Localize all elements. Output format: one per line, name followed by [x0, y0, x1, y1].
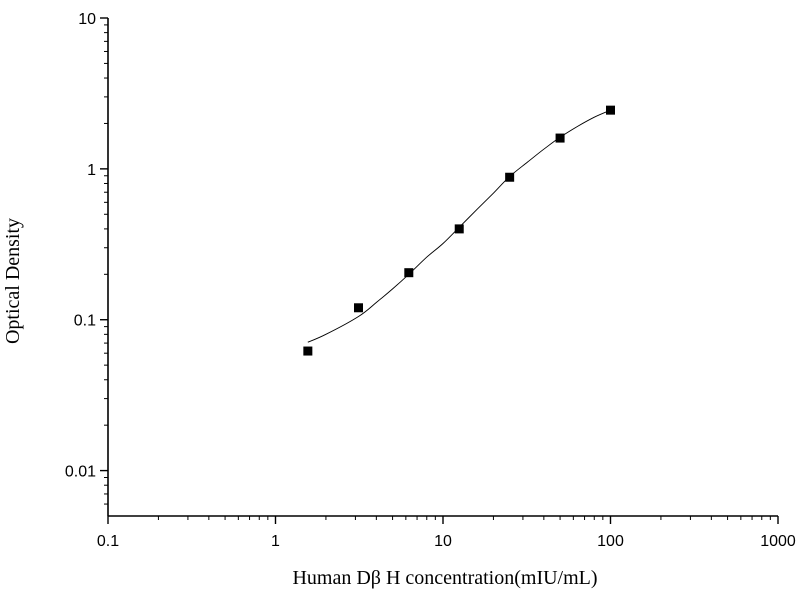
- x-tick-label: 1: [271, 533, 280, 550]
- data-points-layer: [303, 105, 615, 356]
- x-tick-label: 10: [434, 533, 452, 550]
- x-tick-label: 1000: [760, 533, 796, 550]
- data-point: [404, 268, 414, 278]
- y-tick-label: 10: [78, 11, 96, 28]
- y-tick-label: 1: [87, 162, 96, 179]
- data-point: [606, 105, 615, 115]
- x-axis-ticks: 0.1 1 10 100 1000: [97, 516, 796, 550]
- y-tick-label: 0.1: [74, 313, 96, 330]
- x-tick-label: 100: [597, 533, 624, 550]
- y-tick-label: 0.01: [65, 464, 96, 481]
- data-point: [505, 172, 515, 182]
- data-point: [354, 303, 364, 313]
- x-axis-title: Human Dβ H concentration(mIU/mL): [292, 567, 597, 589]
- data-point: [454, 224, 464, 234]
- data-point: [303, 346, 313, 356]
- plot-area: [107, 18, 778, 517]
- x-tick-label: 0.1: [97, 533, 119, 550]
- y-axis-title: Optical Density: [2, 218, 24, 344]
- data-point: [555, 133, 565, 143]
- y-axis-ticks: 0.01 0.1 1 10: [65, 11, 108, 505]
